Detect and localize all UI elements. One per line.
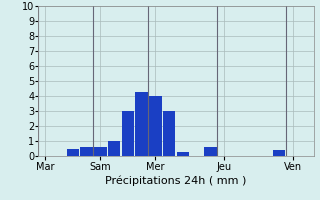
Bar bbox=[163, 111, 175, 156]
Bar bbox=[122, 111, 134, 156]
Bar bbox=[94, 147, 107, 156]
Bar bbox=[177, 152, 189, 156]
Bar bbox=[67, 148, 79, 156]
Bar bbox=[204, 147, 217, 156]
Bar bbox=[80, 147, 93, 156]
Bar bbox=[135, 92, 148, 156]
Bar bbox=[149, 96, 162, 156]
Bar bbox=[273, 150, 285, 156]
Bar bbox=[108, 141, 120, 156]
X-axis label: Précipitations 24h ( mm ): Précipitations 24h ( mm ) bbox=[105, 176, 247, 186]
